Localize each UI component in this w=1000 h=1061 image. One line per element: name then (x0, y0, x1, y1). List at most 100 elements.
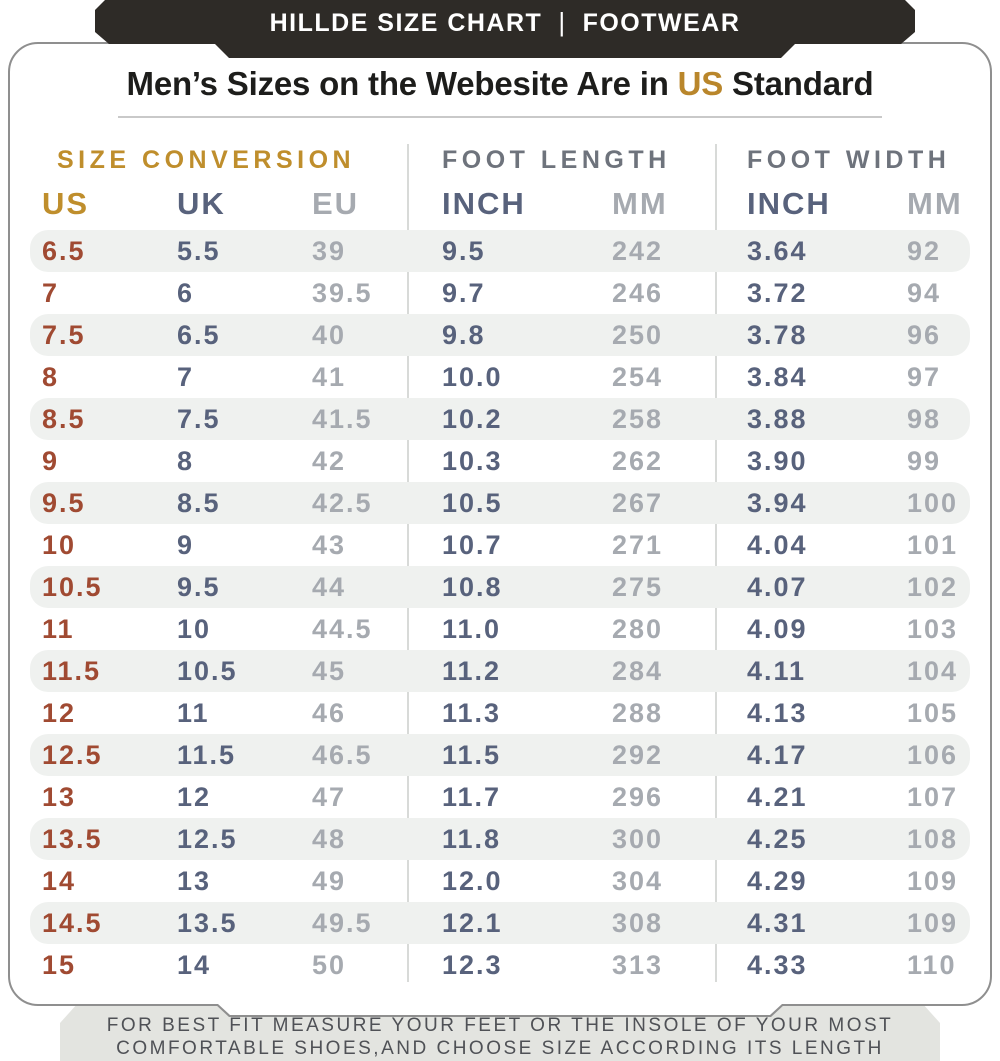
table-row: 15 14 50 12.3 313 4.33 110 (30, 944, 970, 986)
cell-us: 11.5 (42, 655, 102, 686)
footer-line-2: COMFORTABLE SHOES,AND CHOOSE SIZE ACCORD… (116, 1038, 884, 1059)
brand-title: HILLDE SIZE CHART (269, 8, 543, 37)
cell-width-mm: 94 (907, 277, 942, 308)
cell-width-inch: 3.78 (747, 319, 808, 350)
section-header-row: SIZE CONVERSION FOOT LENGTH FOOT WIDTH (30, 142, 970, 178)
cell-length-inch: 9.5 (442, 235, 486, 266)
cell-us: 9.5 (42, 487, 86, 518)
cell-width-mm: 107 (907, 781, 959, 812)
cell-uk: 5.5 (177, 235, 221, 266)
card-bottom-notch (215, 1004, 785, 1017)
table-row: 12 11 46 11.3 288 4.13 105 (30, 692, 970, 734)
cell-width-mm: 108 (907, 823, 959, 854)
title-divider (118, 116, 882, 118)
cell-length-mm: 288 (612, 697, 664, 728)
table-row: 11.5 10.5 45 11.2 284 4.11 104 (30, 650, 970, 692)
size-table: SIZE CONVERSION FOOT LENGTH FOOT WIDTH U… (10, 142, 990, 986)
cell-eu: 43 (312, 529, 347, 560)
cell-width-mm: 100 (907, 487, 959, 518)
title-suffix: Standard (723, 65, 874, 102)
cell-width-mm: 104 (907, 655, 959, 686)
title-prefix: Men’s Sizes on the Webesite Are in (126, 65, 678, 102)
cell-eu: 47 (312, 781, 347, 812)
cell-length-mm: 242 (612, 235, 664, 266)
cell-length-mm: 246 (612, 277, 664, 308)
table-row: 12.5 11.5 46.5 11.5 292 4.17 106 (30, 734, 970, 776)
cell-eu: 39 (312, 235, 347, 266)
cell-eu: 42.5 (312, 487, 373, 518)
cell-eu: 49.5 (312, 907, 373, 938)
cell-uk: 11.5 (177, 739, 237, 770)
column-header-width-inch: INCH (747, 186, 831, 221)
cell-length-mm: 267 (612, 487, 664, 518)
cell-eu: 49 (312, 865, 347, 896)
cell-width-inch: 4.31 (747, 907, 808, 938)
cell-width-inch: 3.72 (747, 277, 808, 308)
cell-uk: 6 (177, 277, 195, 308)
cell-length-inch: 11.8 (442, 823, 502, 854)
cell-us: 12.5 (42, 739, 103, 770)
table-row: 11 10 44.5 11.0 280 4.09 103 (30, 608, 970, 650)
footer-line-1: FOR BEST FIT MEASURE YOUR FEET OR THE IN… (106, 1015, 894, 1036)
cell-uk: 9.5 (177, 571, 221, 602)
cell-length-mm: 313 (612, 949, 664, 980)
cell-length-inch: 11.0 (442, 613, 502, 644)
cell-width-inch: 4.25 (747, 823, 808, 854)
cell-length-mm: 300 (612, 823, 664, 854)
cell-eu: 40 (312, 319, 347, 350)
cell-width-inch: 3.94 (747, 487, 808, 518)
cell-length-inch: 10.0 (442, 361, 503, 392)
cell-uk: 12 (177, 781, 212, 812)
section-divider-1 (407, 144, 409, 982)
cell-length-inch: 11.5 (442, 739, 502, 770)
header-bar: HILLDE SIZE CHART | FOOTWEAR (95, 0, 915, 58)
cell-width-inch: 4.09 (747, 613, 808, 644)
cell-us: 14 (42, 865, 77, 896)
table-row: 14 13 49 12.0 304 4.29 109 (30, 860, 970, 902)
cell-width-inch: 4.29 (747, 865, 808, 896)
column-header-length-mm: MM (612, 186, 668, 221)
cell-length-inch: 11.3 (442, 697, 502, 728)
cell-length-mm: 292 (612, 739, 664, 770)
cell-width-inch: 4.04 (747, 529, 808, 560)
column-header-uk: UK (177, 186, 226, 221)
cell-uk: 6.5 (177, 319, 221, 350)
cell-us: 13.5 (42, 823, 103, 854)
cell-length-inch: 10.5 (442, 487, 503, 518)
cell-length-inch: 10.7 (442, 529, 503, 560)
header-separator: | (558, 6, 567, 37)
cell-length-inch: 12.0 (442, 865, 503, 896)
cell-width-mm: 96 (907, 319, 942, 350)
cell-width-inch: 4.07 (747, 571, 808, 602)
cell-us: 7.5 (42, 319, 86, 350)
table-row: 6.5 5.5 39 9.5 242 3.64 92 (30, 230, 970, 272)
cell-width-inch: 4.17 (747, 739, 808, 770)
cell-length-mm: 284 (612, 655, 664, 686)
cell-us: 8.5 (42, 403, 86, 434)
cell-width-inch: 3.84 (747, 361, 808, 392)
cell-length-inch: 12.1 (442, 907, 503, 938)
cell-us: 10.5 (42, 571, 103, 602)
category-label: FOOTWEAR (582, 8, 741, 37)
cell-length-inch: 10.8 (442, 571, 503, 602)
section-divider-2 (715, 144, 717, 982)
cell-length-inch: 9.7 (442, 277, 486, 308)
cell-uk: 13 (177, 865, 212, 896)
column-header-width-mm: MM (907, 186, 963, 221)
cell-width-mm: 105 (907, 697, 959, 728)
table-row: 8.5 7.5 41.5 10.2 258 3.88 98 (30, 398, 970, 440)
table-row: 8 7 41 10.0 254 3.84 97 (30, 356, 970, 398)
cell-eu: 42 (312, 445, 347, 476)
cell-width-inch: 4.21 (747, 781, 808, 812)
cell-width-inch: 4.13 (747, 697, 808, 728)
cell-length-inch: 10.3 (442, 445, 503, 476)
cell-length-inch: 11.2 (442, 655, 502, 686)
cell-width-mm: 97 (907, 361, 942, 392)
cell-uk: 13.5 (177, 907, 238, 938)
column-header-eu: EU (312, 186, 360, 221)
table-row: 7.5 6.5 40 9.8 250 3.78 96 (30, 314, 970, 356)
table-row: 13.5 12.5 48 11.8 300 4.25 108 (30, 818, 970, 860)
cell-length-mm: 308 (612, 907, 664, 938)
cell-length-inch: 9.8 (442, 319, 486, 350)
cell-width-mm: 109 (907, 907, 959, 938)
